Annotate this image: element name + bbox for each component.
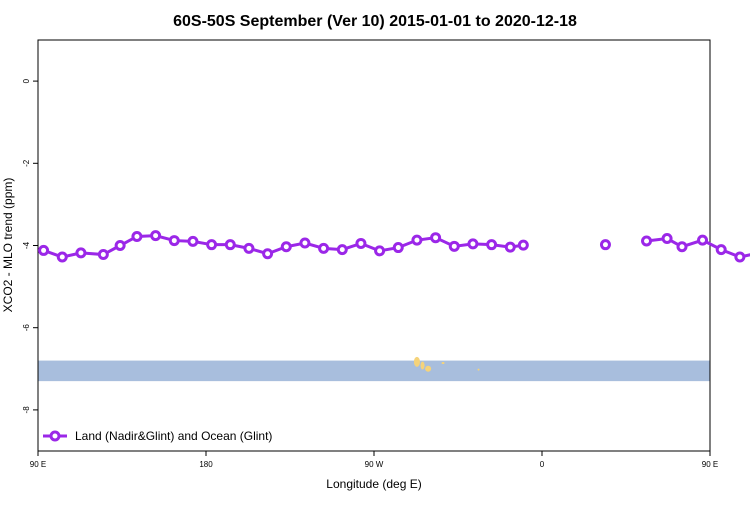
data-point: [676, 241, 688, 253]
series-layer: [38, 230, 750, 263]
y-tick-label: -2: [22, 159, 31, 167]
y-tick-label: -8: [22, 406, 31, 414]
data-point: [243, 242, 255, 254]
x-tick-label: 90 E: [702, 460, 718, 469]
data-point: [392, 242, 404, 254]
data-point: [430, 232, 442, 244]
data-point: [299, 237, 311, 249]
legend-label: Land (Nadir&Glint) and Ocean (Glint): [75, 429, 272, 443]
data-point: [599, 239, 611, 251]
data-point: [280, 241, 292, 253]
data-point: [517, 239, 529, 251]
data-point: [336, 244, 348, 256]
data-point: [448, 240, 460, 252]
x-tick-label: 90 E: [30, 460, 46, 469]
data-point: [262, 248, 274, 260]
land-speck: [413, 356, 420, 367]
y-tick-label: -6: [22, 324, 31, 332]
data-point: [486, 239, 498, 251]
ocean-band: [38, 360, 710, 382]
data-point: [168, 235, 180, 247]
data-point: [467, 238, 479, 250]
land-speck: [420, 361, 425, 370]
data-point: [355, 237, 367, 249]
x-axis-label: Longitude (deg E): [326, 477, 421, 491]
data-point: [131, 230, 143, 242]
x-axis-ticks: 90 E 180 90 W 0 90 E: [30, 451, 718, 469]
data-point: [187, 235, 199, 247]
land-speck: [425, 365, 432, 372]
data-point: [661, 233, 673, 245]
x-tick-label: 0: [540, 460, 545, 469]
data-point: [224, 239, 236, 251]
y-tick-label: 0: [22, 78, 31, 83]
data-point: [75, 247, 87, 259]
data-point: [734, 251, 746, 263]
data-point: [504, 241, 516, 253]
x-tick-label: 180: [199, 460, 213, 469]
x-tick-label: 90 W: [365, 460, 384, 469]
legend: Land (Nadir&Glint) and Ocean (Glint): [43, 429, 272, 443]
data-point: [38, 244, 50, 256]
legend-marker-swatch: [49, 430, 61, 442]
map-strip: [38, 356, 710, 382]
land-speck: [477, 368, 480, 371]
data-point: [697, 234, 709, 246]
data-point: [641, 235, 653, 247]
data-point: [318, 242, 330, 254]
data-point: [206, 239, 218, 251]
y-tick-label: -4: [22, 241, 31, 249]
chart-title: 60S-50S September (Ver 10) 2015-01-01 to…: [173, 13, 577, 30]
y-axis-label: XCO2 - MLO trend (ppm): [1, 178, 15, 313]
y-axis-ticks: 0 -2 -4 -6 -8: [22, 78, 38, 413]
data-point: [411, 234, 423, 246]
data-point: [150, 230, 162, 242]
data-point: [97, 249, 109, 261]
data-point: [114, 240, 126, 251]
data-point: [374, 245, 386, 257]
data-point: [56, 251, 68, 263]
land-speck: [441, 362, 445, 365]
data-point: [715, 244, 727, 256]
